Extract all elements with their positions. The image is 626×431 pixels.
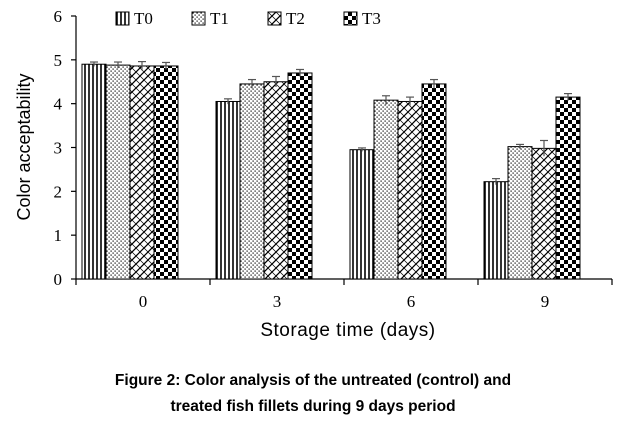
bar-t2-6 bbox=[397, 100, 423, 280]
legend-label-t2: T2 bbox=[286, 9, 305, 28]
caption-line-2: treated fish fillets during 9 days perio… bbox=[170, 398, 456, 415]
y-tick-label: 2 bbox=[54, 182, 63, 201]
y-ticks: 0 1 2 3 4 5 6 bbox=[54, 7, 76, 289]
x-tick-label: 0 bbox=[139, 292, 148, 311]
bar-t3-9 bbox=[555, 96, 581, 280]
bar-t0-6 bbox=[349, 149, 375, 280]
bar-t3-0 bbox=[153, 65, 179, 280]
y-tick-label: 6 bbox=[54, 7, 63, 26]
bars bbox=[81, 60, 581, 280]
x-tick-label: 9 bbox=[541, 292, 550, 311]
legend-label-t3: T3 bbox=[362, 9, 381, 28]
figure-caption: Figure 2: Color analysis of the untreate… bbox=[0, 368, 626, 420]
bar-t0-9 bbox=[483, 181, 509, 280]
legend: T0 T1 T2 T3 bbox=[115, 9, 381, 28]
bar-t0-0 bbox=[81, 63, 107, 280]
x-tick-label: 6 bbox=[407, 292, 416, 311]
bar-t1-0 bbox=[105, 64, 131, 280]
x-ticks: 0 3 6 9 bbox=[75, 279, 613, 311]
legend-label-t1: T1 bbox=[210, 9, 229, 28]
legend-swatch-t3 bbox=[343, 11, 358, 26]
bar-t0-3 bbox=[215, 100, 241, 280]
y-tick-label: 5 bbox=[54, 51, 63, 70]
legend-label-t0: T0 bbox=[134, 9, 153, 28]
y-tick-label: 0 bbox=[54, 270, 63, 289]
y-tick-label: 1 bbox=[54, 226, 63, 245]
bar-t2-9 bbox=[531, 147, 557, 280]
bar-t1-9 bbox=[507, 146, 533, 280]
bar-t2-0 bbox=[129, 65, 155, 280]
bar-t2-3 bbox=[263, 81, 289, 280]
caption-line-1: Figure 2: Color analysis of the untreate… bbox=[114, 372, 512, 389]
y-tick-label: 4 bbox=[54, 95, 63, 114]
x-tick-label: 3 bbox=[273, 292, 282, 311]
legend-swatch-t2 bbox=[267, 11, 282, 26]
y-tick-label: 3 bbox=[54, 139, 63, 158]
legend-swatch-t1 bbox=[191, 11, 206, 26]
x-axis-title: Storage time (days) bbox=[260, 320, 435, 341]
bar-t1-3 bbox=[239, 83, 265, 280]
legend-swatch-t0 bbox=[115, 11, 130, 26]
bar-t3-6 bbox=[421, 83, 447, 280]
y-axis-title: Color acceptability bbox=[14, 73, 34, 220]
bar-t1-6 bbox=[373, 99, 399, 280]
bar-t3-3 bbox=[287, 72, 313, 280]
